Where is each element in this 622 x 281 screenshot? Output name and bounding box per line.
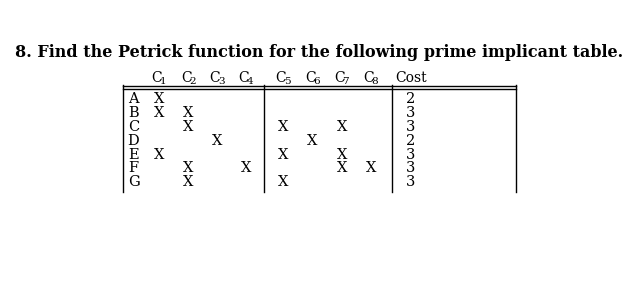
Text: X: X bbox=[183, 106, 194, 120]
Text: D: D bbox=[128, 134, 139, 148]
Text: C: C bbox=[363, 71, 374, 85]
Text: 3: 3 bbox=[406, 120, 415, 134]
Text: X: X bbox=[278, 148, 289, 162]
Text: 3: 3 bbox=[406, 175, 415, 189]
Text: 3: 3 bbox=[406, 148, 415, 162]
Text: X: X bbox=[278, 175, 289, 189]
Text: X: X bbox=[278, 120, 289, 134]
Text: 6: 6 bbox=[313, 77, 320, 86]
Text: 2: 2 bbox=[189, 77, 196, 86]
Text: X: X bbox=[337, 148, 347, 162]
Text: 4: 4 bbox=[246, 77, 253, 86]
Text: X: X bbox=[154, 92, 164, 106]
Text: C: C bbox=[276, 71, 286, 85]
Text: C: C bbox=[152, 71, 162, 85]
Text: C: C bbox=[181, 71, 192, 85]
Text: C: C bbox=[238, 71, 249, 85]
Text: B: B bbox=[128, 106, 139, 120]
Text: 2: 2 bbox=[406, 92, 415, 106]
Text: X: X bbox=[154, 148, 164, 162]
Text: E: E bbox=[128, 148, 139, 162]
Text: X: X bbox=[241, 162, 251, 175]
Text: A: A bbox=[128, 92, 139, 106]
Text: X: X bbox=[183, 120, 194, 134]
Text: 8: 8 bbox=[371, 77, 378, 86]
Text: 8. Find the Petrick function for the following prime implicant table.: 8. Find the Petrick function for the fol… bbox=[15, 44, 622, 61]
Text: X: X bbox=[183, 162, 194, 175]
Text: X: X bbox=[366, 162, 376, 175]
Text: X: X bbox=[337, 162, 347, 175]
Text: Cost: Cost bbox=[395, 71, 427, 85]
Text: X: X bbox=[154, 106, 164, 120]
Text: 7: 7 bbox=[343, 77, 349, 86]
Text: 3: 3 bbox=[406, 162, 415, 175]
Text: 3: 3 bbox=[406, 106, 415, 120]
Text: X: X bbox=[183, 175, 194, 189]
Text: C: C bbox=[335, 71, 345, 85]
Text: 5: 5 bbox=[284, 77, 290, 86]
Text: X: X bbox=[307, 134, 318, 148]
Text: C: C bbox=[128, 120, 139, 134]
Text: 3: 3 bbox=[218, 77, 225, 86]
Text: G: G bbox=[128, 175, 139, 189]
Text: C: C bbox=[210, 71, 220, 85]
Text: X: X bbox=[212, 134, 223, 148]
Text: X: X bbox=[337, 120, 347, 134]
Text: C: C bbox=[305, 71, 315, 85]
Text: 2: 2 bbox=[406, 134, 415, 148]
Text: 1: 1 bbox=[160, 77, 166, 86]
Text: F: F bbox=[129, 162, 139, 175]
